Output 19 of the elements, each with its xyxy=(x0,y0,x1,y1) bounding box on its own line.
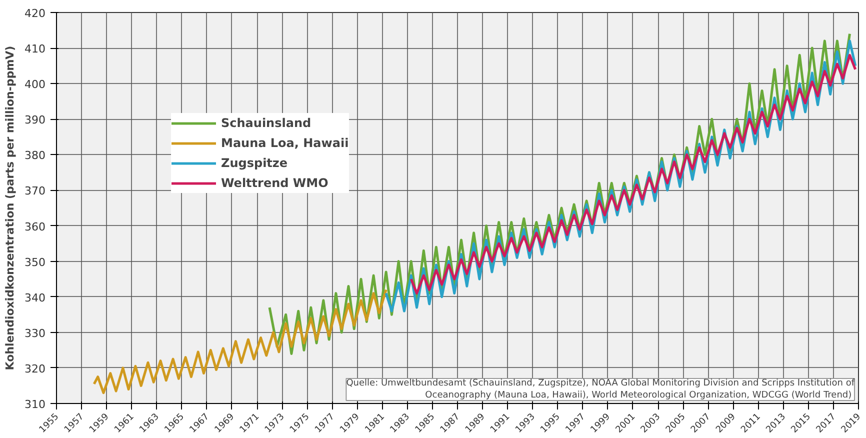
legend-label: Zugspitze xyxy=(221,156,288,170)
y-tick-label: 330 xyxy=(24,326,46,340)
line-series xyxy=(410,54,857,295)
y-tick-label: 350 xyxy=(24,256,46,269)
y-tick-label: 400 xyxy=(24,78,46,92)
annotation: Quelle: Umweltbundesamt (Schauinsland, Zugspitze), NOAA Global Monitoring Division and Scripps Institution of Oceanography (Mauna Loa, Hawaii), World Meteorological Organization, WDCGG (World Trend) xyxy=(346,378,856,400)
y-tick-label: 340 xyxy=(24,291,46,304)
y-tick-label: 390 xyxy=(24,114,46,127)
y-tick-label: 370 xyxy=(24,184,46,198)
legend-label: Mauna Loa, Hawaii xyxy=(221,136,349,150)
y-axis-title: Kohlendioxidkonzentration (parts per million-ppmV) xyxy=(4,46,17,370)
y-tick-label: 410 xyxy=(24,42,46,56)
legend-label: Welttrend WMO xyxy=(221,176,328,190)
y-tick-label: 310 xyxy=(24,398,46,411)
y-tick-label: 360 xyxy=(24,220,46,234)
y-tick-label: 320 xyxy=(24,362,46,376)
y-tick-label: 420 xyxy=(24,7,46,20)
y-tick-label: 380 xyxy=(24,149,46,162)
legend-label: Schauinsland xyxy=(221,116,312,130)
